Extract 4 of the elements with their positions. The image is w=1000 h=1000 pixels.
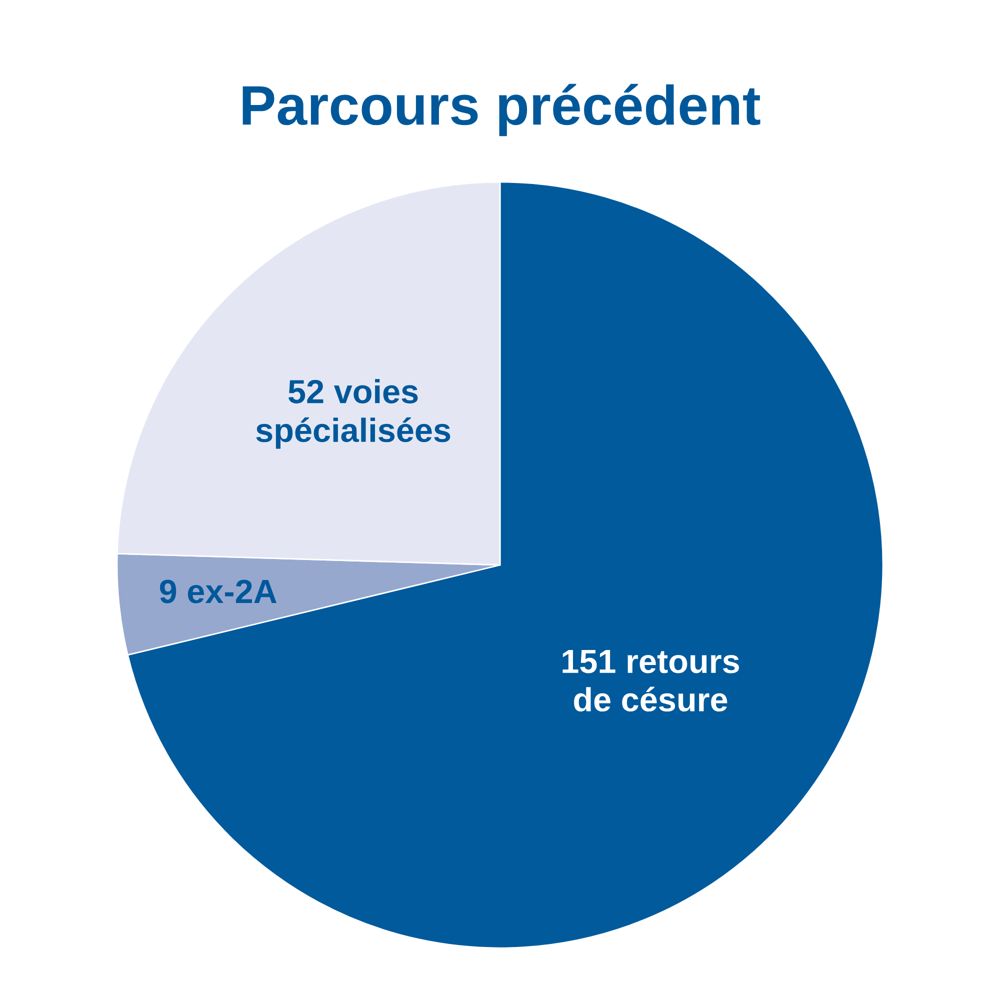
slice-label: 9 ex-2A xyxy=(160,580,277,604)
chart-title: Parcours précédent xyxy=(242,84,760,136)
slice-label: 151 retours de césure xyxy=(562,650,739,712)
slice-label: 52 voies spécialisées xyxy=(256,378,450,449)
